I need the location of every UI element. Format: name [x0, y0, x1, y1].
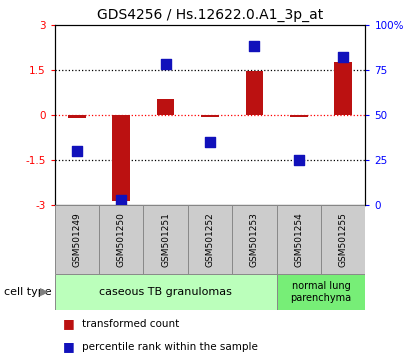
- Bar: [277, 205, 321, 274]
- Text: percentile rank within the sample: percentile rank within the sample: [82, 342, 258, 352]
- Text: transformed count: transformed count: [82, 319, 179, 329]
- Text: ▶: ▶: [40, 287, 48, 297]
- Bar: [232, 205, 277, 274]
- Text: GSM501255: GSM501255: [339, 212, 348, 267]
- Bar: [112, 115, 130, 201]
- Point: [340, 55, 346, 60]
- Bar: [321, 205, 365, 274]
- Point: [162, 62, 169, 67]
- Bar: [277, 274, 365, 310]
- Point: [118, 197, 125, 203]
- Point: [207, 139, 213, 145]
- Text: normal lung
parenchyma: normal lung parenchyma: [291, 281, 352, 303]
- Bar: [246, 72, 263, 115]
- Bar: [201, 115, 219, 116]
- Text: GSM501249: GSM501249: [72, 212, 81, 267]
- Bar: [143, 205, 188, 274]
- Text: GSM501253: GSM501253: [250, 212, 259, 267]
- Text: ■: ■: [63, 318, 75, 330]
- Text: GSM501252: GSM501252: [205, 212, 215, 267]
- Text: caseous TB granulomas: caseous TB granulomas: [99, 287, 232, 297]
- Text: GSM501254: GSM501254: [294, 212, 303, 267]
- Bar: [334, 62, 352, 115]
- Bar: [68, 115, 86, 118]
- Point: [74, 148, 80, 154]
- Point: [295, 157, 302, 163]
- Point: [251, 44, 258, 49]
- Bar: [55, 205, 99, 274]
- Bar: [188, 205, 232, 274]
- Title: GDS4256 / Hs.12622.0.A1_3p_at: GDS4256 / Hs.12622.0.A1_3p_at: [97, 8, 323, 22]
- Text: GSM501251: GSM501251: [161, 212, 170, 267]
- Bar: [290, 115, 308, 118]
- Bar: [99, 205, 143, 274]
- Text: ■: ■: [63, 341, 75, 353]
- Text: cell type: cell type: [4, 287, 52, 297]
- Text: GSM501250: GSM501250: [117, 212, 126, 267]
- Bar: [157, 98, 174, 115]
- Bar: [55, 274, 277, 310]
